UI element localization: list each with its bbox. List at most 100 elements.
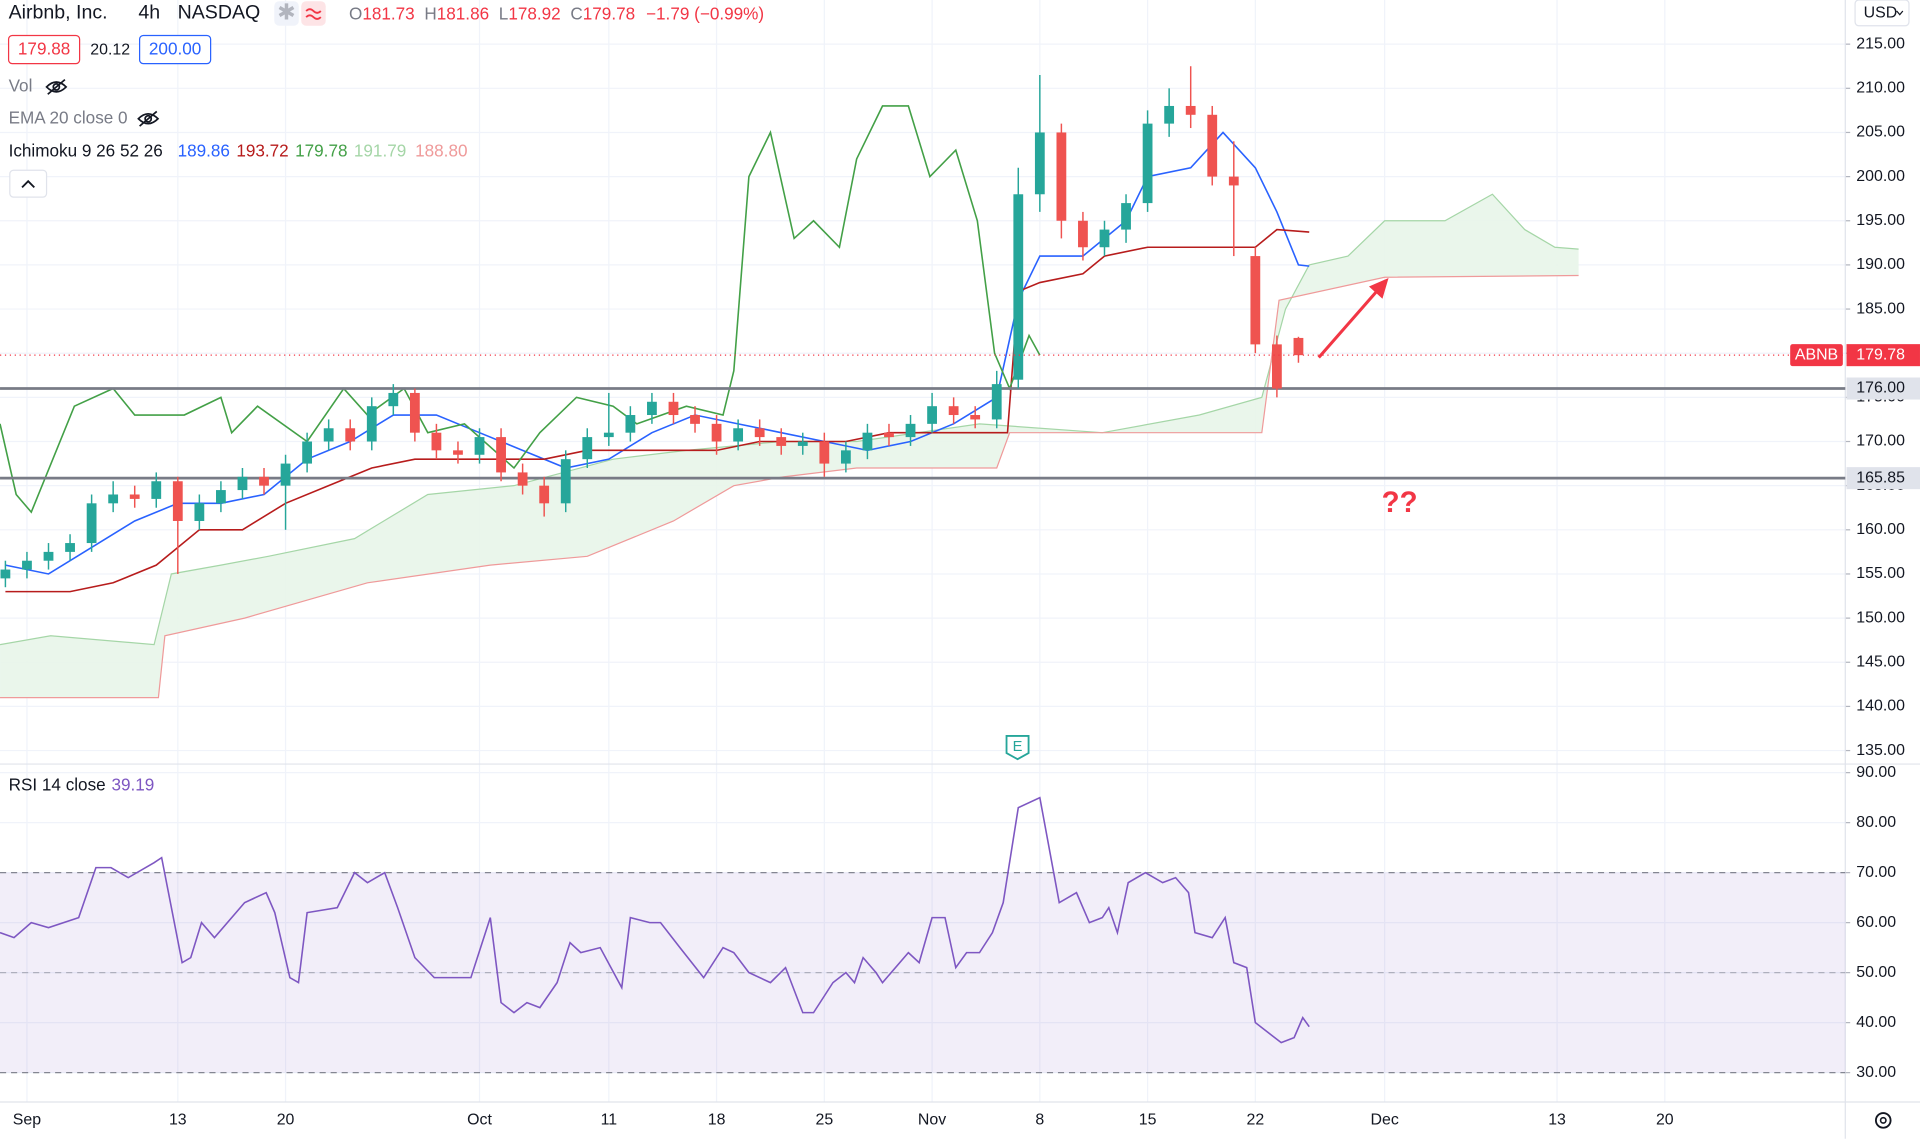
x-tick-label: 13 [1548, 1112, 1566, 1129]
ohlc-label: H [424, 3, 436, 23]
candle-body [151, 481, 162, 499]
y-tick-label: 190.00 [1856, 256, 1905, 273]
candle-body [453, 450, 463, 455]
candle-body [733, 428, 744, 442]
earnings-badge[interactable] [1005, 734, 1030, 761]
candle-body [108, 494, 119, 504]
candle-body [431, 432, 442, 451]
interval: 4h [138, 2, 160, 24]
y-tick-label: 50.00 [1856, 964, 1896, 981]
earnings-label: E [1013, 739, 1023, 755]
x-tick-label: 15 [1139, 1112, 1157, 1129]
candle-body [0, 569, 11, 579]
candle-body [625, 415, 636, 433]
y-tick-label: 135.00 [1856, 742, 1905, 759]
ichimoku-value: 189.86 [178, 140, 230, 160]
symbol: Airbnb, Inc. [9, 2, 108, 24]
icon-bg[interactable] [274, 1, 299, 26]
candle-body [129, 494, 140, 499]
price-tag [1846, 344, 1920, 367]
eye-off-icon[interactable] [137, 110, 160, 127]
ohlc: O181.73 H181.86 L178.92 C179.78 −1.79 (−… [349, 3, 764, 23]
x-tick-label: Sep [13, 1112, 41, 1129]
ichimoku-value: 179.78 [295, 140, 347, 160]
icon-bg[interactable] [301, 1, 326, 26]
candle-body [22, 560, 32, 570]
level-tag-label: 165.85 [1856, 469, 1905, 486]
ema-label: EMA 20 close 0 [9, 107, 128, 127]
y-tick-label: 90.00 [1856, 764, 1896, 781]
dropdown-caret [1896, 10, 1904, 16]
candle-body [517, 472, 528, 486]
candle-body [927, 406, 937, 424]
x-tick-label: 13 [169, 1112, 187, 1129]
candle-body [776, 437, 787, 446]
y-tick-label: 205.00 [1856, 124, 1905, 141]
rsi-value: 39.19 [111, 775, 154, 795]
candle-body [172, 481, 183, 521]
collapse-button[interactable] [9, 169, 48, 198]
level-tag [1846, 377, 1920, 400]
y-tick-label: 215.00 [1856, 35, 1905, 52]
ohlc-value: 178.92 [508, 3, 560, 23]
candle-body [884, 432, 894, 438]
candle-body [560, 459, 571, 504]
candle-body [474, 437, 485, 455]
rsi-title: RSI 14 close [9, 775, 106, 795]
candle-body [1078, 220, 1088, 248]
candle-body [1228, 176, 1239, 186]
x-tick-label: Oct [467, 1112, 492, 1129]
candle-body [1034, 132, 1045, 195]
candle-body [647, 401, 657, 416]
candle-body [970, 415, 981, 420]
currency-button[interactable] [1854, 0, 1910, 27]
candle-body [1293, 337, 1304, 356]
ohlc-label: C [570, 3, 582, 23]
candle-body [323, 428, 334, 442]
annotation: ?? [1382, 486, 1418, 519]
y-tick-label: 145.00 [1856, 653, 1905, 670]
y-tick-label: 195.00 [1856, 212, 1905, 229]
buy-price: 200.00 [149, 39, 201, 59]
x-tick-label: 25 [815, 1112, 833, 1129]
candle-body [905, 423, 916, 438]
candle-body [1099, 229, 1110, 248]
x-tick-label: 8 [1035, 1112, 1044, 1129]
change: −1.79 (−0.99%) [646, 3, 764, 23]
y-tick-label: 170.00 [1856, 433, 1905, 450]
candle-body [603, 432, 614, 438]
candle-body [409, 392, 420, 433]
ohlc-value: 181.86 [437, 3, 489, 23]
y-tick-label: 70.00 [1856, 864, 1896, 881]
vol-label: Vol [9, 75, 33, 95]
candle-body [1250, 256, 1261, 345]
ohlc-value: 179.78 [583, 3, 635, 23]
candle-body [1013, 194, 1024, 380]
eye-off-icon[interactable] [45, 78, 68, 95]
candle-body [259, 476, 269, 486]
x-tick-label: 22 [1246, 1112, 1264, 1129]
y-tick-label: 140.00 [1856, 698, 1905, 715]
ichimoku-label: Ichimoku 9 26 52 26 [9, 140, 163, 160]
sell-price: 179.88 [18, 39, 70, 59]
candle-body [754, 428, 765, 438]
y-tick-label: 210.00 [1856, 80, 1905, 97]
candle-body [280, 463, 291, 486]
arrow-shaft [1317, 287, 1380, 359]
ichimoku-value: 193.72 [236, 140, 288, 160]
candle-body [366, 406, 377, 442]
candle-body [1164, 105, 1175, 124]
candle-body [797, 441, 808, 446]
candle-body [1207, 114, 1218, 177]
candle-body [65, 543, 75, 552]
ichimoku-value: 191.79 [354, 140, 406, 160]
candle-body [86, 503, 97, 544]
y-tick-label: 155.00 [1856, 565, 1905, 582]
candle-body [1185, 105, 1196, 115]
sell-box[interactable] [7, 34, 81, 65]
settings-icon[interactable] [1874, 1112, 1892, 1129]
candle-body [1056, 132, 1067, 221]
candle-body [302, 441, 313, 464]
buy-box[interactable] [138, 34, 212, 65]
x-tick-label: Nov [918, 1112, 946, 1129]
